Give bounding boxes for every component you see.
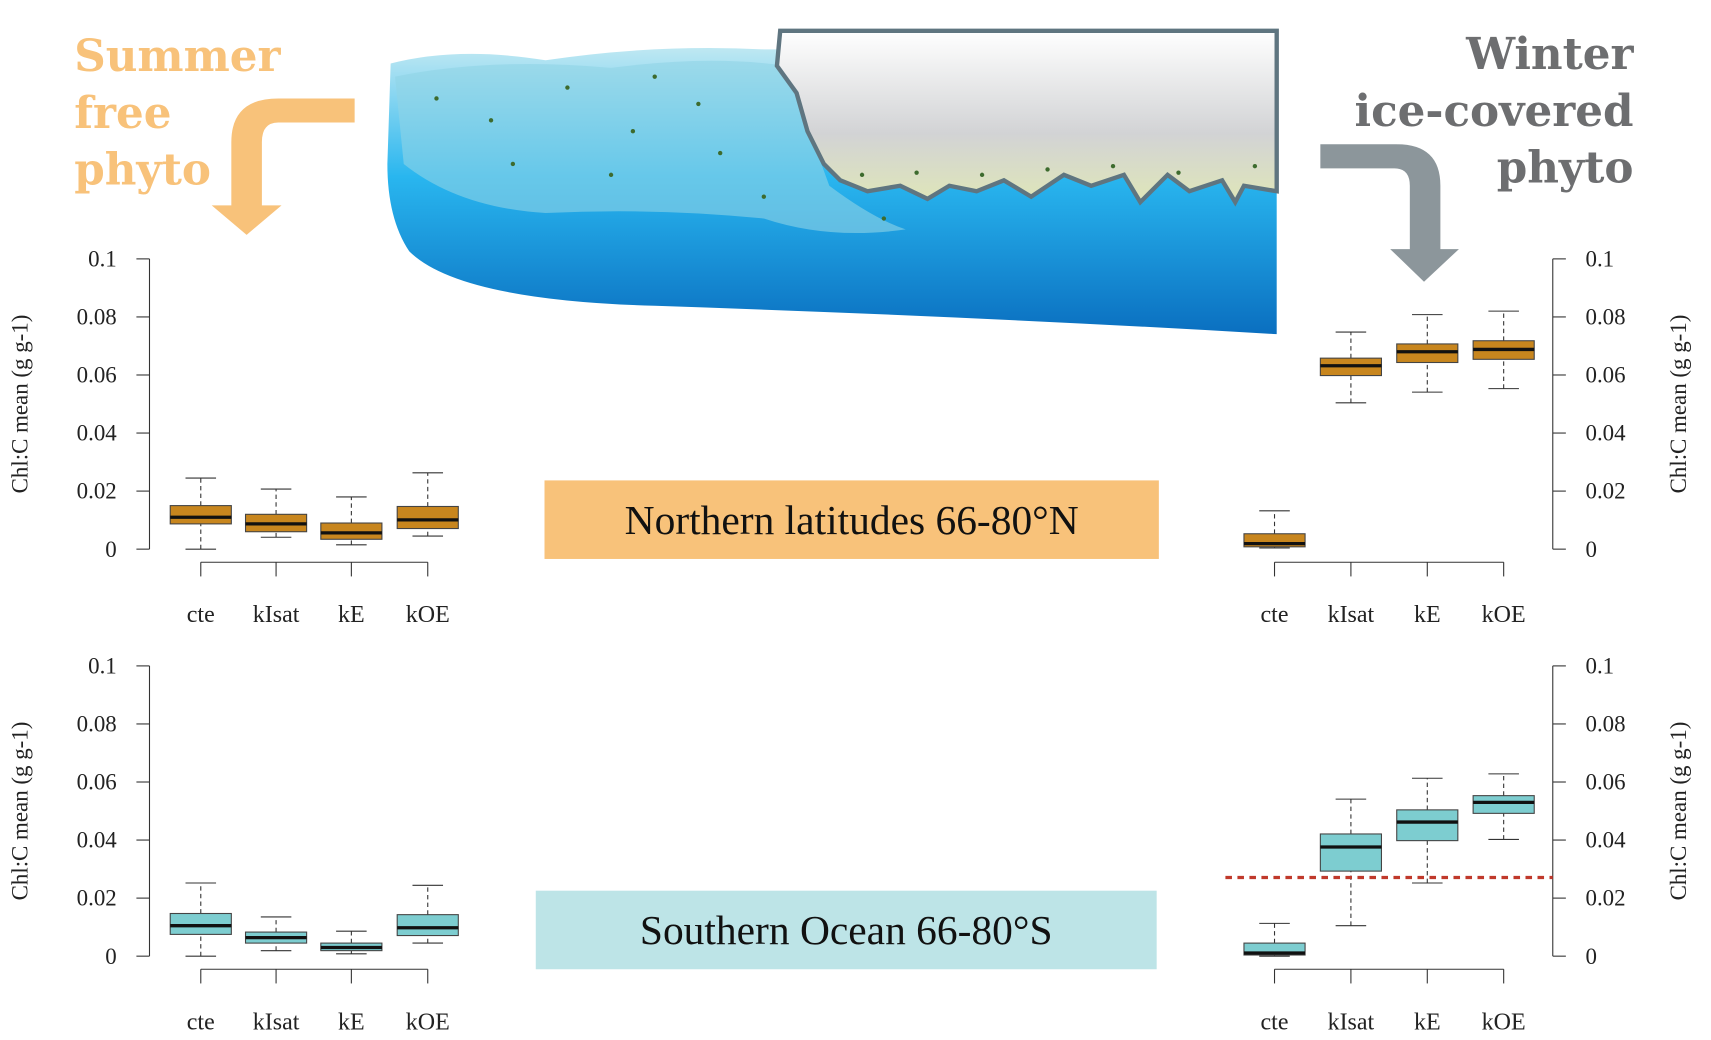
y-tick-label: 0.04 — [77, 828, 118, 853]
region-label: Northern latitudes 66-80°N — [625, 497, 1079, 543]
summer-label: phyto — [74, 145, 211, 196]
y-tick-label: 0 — [105, 944, 116, 969]
box — [397, 915, 458, 936]
winter-label: phyto — [1497, 143, 1634, 194]
x-tick-label: kE — [1414, 602, 1441, 628]
box-plot: 0 0.02 0.04 0.06 0.08 0.1 Chl:C mean (g g-1) ct… — [1225, 654, 1690, 1035]
y-tick-label: 0 — [1586, 537, 1597, 562]
summer-label: Summer — [74, 31, 281, 82]
x-tick-label: kOE — [1482, 1009, 1526, 1035]
y-tick-label: 0.08 — [1586, 712, 1626, 737]
y-tick-label: 0 — [105, 537, 116, 562]
y-axis-label: Chl:C mean (g g-1) — [1666, 315, 1691, 494]
x-tick-label: kE — [338, 602, 365, 628]
y-tick-label: 0.1 — [88, 654, 117, 679]
box — [1473, 796, 1534, 814]
box — [1320, 834, 1381, 871]
x-tick-label: cte — [187, 602, 215, 628]
x-tick-label: kIsat — [253, 1009, 300, 1035]
y-tick-label: 0.04 — [1586, 421, 1627, 446]
y-tick-label: 0.04 — [1586, 828, 1627, 853]
box — [397, 506, 458, 528]
x-tick-label: kOE — [406, 1009, 450, 1035]
y-axis-label: Chl:C mean (g g-1) — [1666, 722, 1691, 901]
box-plot: 0 0.02 0.04 0.06 0.08 0.1 Chl:C mean (g g-1) ct… — [7, 654, 458, 1035]
box — [170, 913, 231, 934]
y-tick-label: 0.06 — [77, 770, 117, 795]
box — [1397, 810, 1458, 841]
y-tick-label: 0.04 — [77, 421, 118, 446]
y-tick-label: 0.08 — [1586, 305, 1626, 330]
x-tick-label: kOE — [406, 602, 450, 628]
y-tick-label: 0.1 — [1586, 654, 1615, 679]
y-tick-label: 0.02 — [77, 479, 117, 504]
figure: Summer free phyto Winter ice-covered phyto Nor… — [0, 0, 1711, 1035]
x-tick-label: kOE — [1482, 602, 1526, 628]
box — [170, 506, 231, 524]
y-tick-label: 0.1 — [88, 247, 117, 272]
y-tick-label: 0.06 — [77, 363, 117, 388]
x-tick-label: cte — [1261, 1009, 1289, 1035]
winter-label: Winter — [1465, 29, 1634, 80]
y-tick-label: 0.1 — [1586, 247, 1615, 272]
region-label: Southern Ocean 66-80°S — [640, 907, 1053, 953]
y-tick-label: 0.02 — [1586, 479, 1626, 504]
box — [321, 523, 382, 539]
x-tick-label: kIsat — [1328, 1009, 1375, 1035]
y-axis-label: Chl:C mean (g g-1) — [7, 722, 32, 901]
y-tick-label: 0.06 — [1586, 770, 1626, 795]
x-tick-label: kE — [338, 1009, 365, 1035]
x-tick-label: kIsat — [1328, 602, 1375, 628]
y-tick-label: 0.08 — [77, 712, 117, 737]
box-plot: 0 0.02 0.04 0.06 0.08 0.1 Chl:C mean (g g-1) ct… — [1244, 247, 1691, 629]
y-tick-label: 0.02 — [1586, 886, 1626, 911]
y-tick-label: 0.08 — [77, 305, 117, 330]
x-tick-label: kIsat — [253, 602, 300, 628]
y-tick-label: 0.02 — [77, 886, 117, 911]
y-tick-label: 0.06 — [1586, 363, 1626, 388]
x-tick-label: kE — [1414, 1009, 1441, 1035]
illustration — [212, 31, 1459, 334]
summer-label: free — [74, 88, 171, 139]
y-tick-label: 0 — [1586, 944, 1597, 969]
y-axis-label: Chl:C mean (g g-1) — [7, 315, 32, 494]
x-tick-label: cte — [187, 1009, 215, 1035]
box-plot: 0 0.02 0.04 0.06 0.08 0.1 Chl:C mean (g g-1) ct… — [7, 247, 458, 629]
x-tick-label: cte — [1261, 602, 1289, 628]
winter-label: ice-covered — [1355, 86, 1634, 137]
